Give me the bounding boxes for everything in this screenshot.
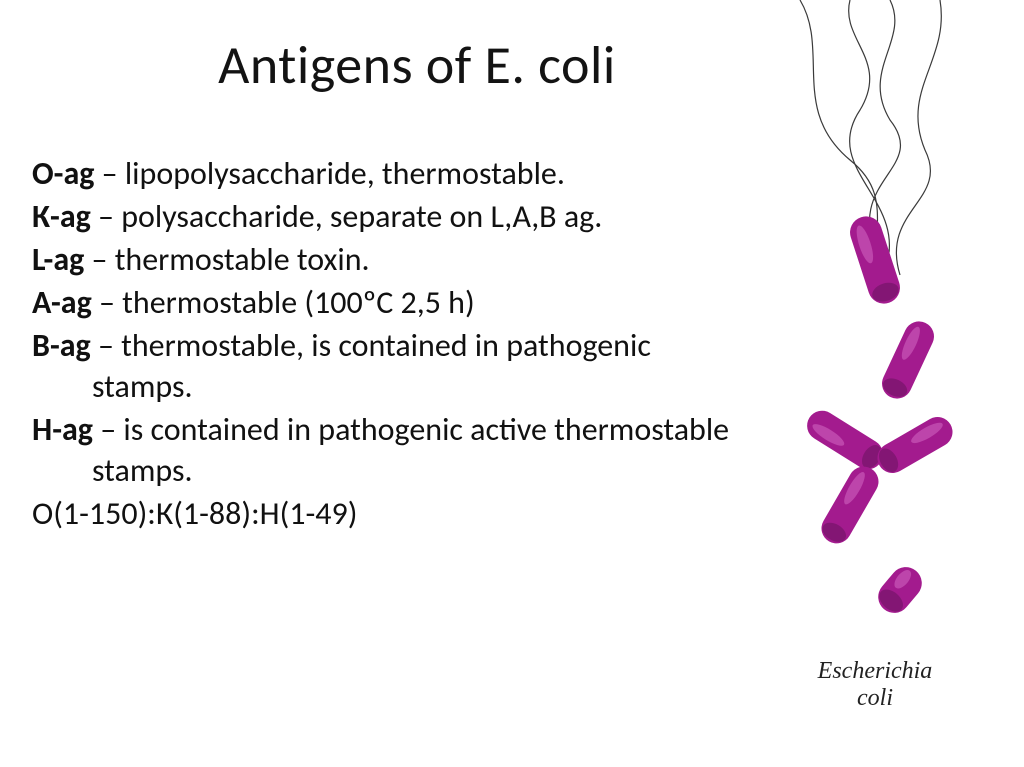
slide: Antigens of E. coli О-ag – lipopolysacch… [0, 0, 1024, 767]
antigen-entry: О-ag – lipopolysaccharide, thermostable. [32, 154, 732, 195]
antigen-list: О-ag – lipopolysaccharide, thermostable.… [32, 154, 732, 535]
antigen-entry: H-ag – is contained in pathogenic active… [32, 410, 732, 492]
illustration-column: Escherichia coli [740, 0, 1010, 767]
antigen-label: К-ag [32, 197, 91, 236]
bacterium-icon [869, 309, 947, 412]
text-column: Antigens of E. coli О-ag – lipopolysacch… [0, 0, 740, 767]
serotype-line: О(1-150):К(1-88):Н(1-49) [32, 494, 732, 535]
antigen-desc: – thermostable (100ºС 2,5 h) [92, 283, 475, 322]
antigen-label: B-ag [32, 326, 91, 365]
antigen-desc: – polysaccharide, separate on L,A,B ag. [91, 197, 603, 236]
page-title: Antigens of E. coli [102, 32, 732, 98]
antigen-entry: B-ag – thermostable, is contained in pat… [32, 326, 732, 408]
antigen-label: H-ag [32, 410, 93, 449]
antigen-label: L-ag [32, 240, 84, 279]
antigen-label: О-ag [32, 154, 94, 193]
antigen-entry: A-ag – thermostable (100ºС 2,5 h) [32, 283, 732, 324]
species-caption: Escherichia coli [740, 658, 1010, 711]
antigen-label: A-ag [32, 283, 92, 322]
caption-species: coli [857, 685, 893, 711]
antigen-desc: – thermostable toxin. [84, 240, 369, 279]
antigen-desc: – is contained in pathogenic active ther… [92, 410, 729, 490]
antigen-desc: – thermostable, is contained in pathogen… [91, 326, 651, 406]
bacterium-icon [808, 453, 892, 557]
antigen-desc: – lipopolysaccharide, thermostable. [94, 154, 565, 193]
bacterium-icon [863, 552, 937, 628]
caption-genus: Escherichia [818, 658, 933, 684]
antigen-entry: L-ag – thermostable toxin. [32, 240, 732, 281]
antigen-entry: К-ag – polysaccharide, separate on L,A,B… [32, 197, 732, 238]
